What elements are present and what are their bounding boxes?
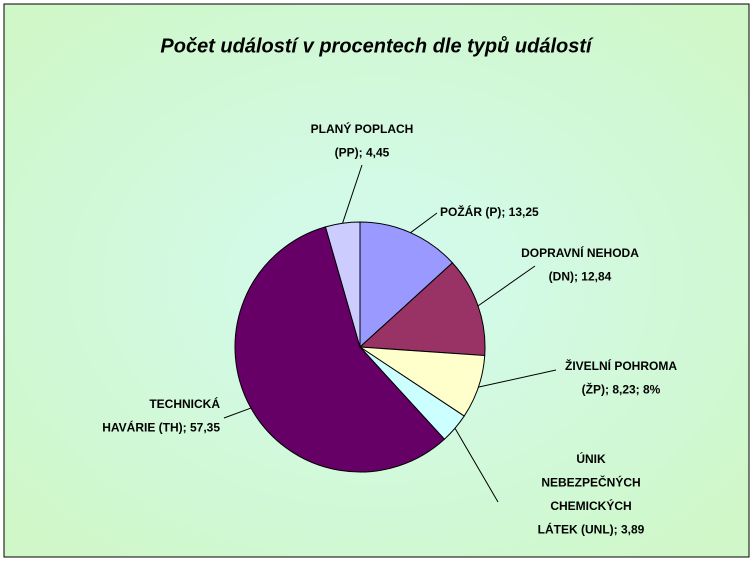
data-label-line: (PP); 4,45 bbox=[335, 146, 390, 160]
leader-line bbox=[342, 164, 363, 224]
data-label: DOPRAVNÍ NEHODA (DN); 12,84 bbox=[521, 245, 639, 284]
pie-slice bbox=[358, 262, 486, 357]
leader-line bbox=[478, 369, 557, 388]
data-label: POŽÁR (P); 13,25 bbox=[440, 204, 539, 219]
pie-slice bbox=[234, 226, 446, 473]
leader-line bbox=[410, 212, 438, 234]
data-label-line: HAVÁRIE (TH); 57,35 bbox=[102, 420, 220, 435]
data-label-line: TECHNICKÁ bbox=[149, 396, 220, 411]
chart-title: Počet událostí v procentech dle typů udá… bbox=[160, 35, 594, 57]
data-label-line: (ŽP); 8,23; 8% bbox=[582, 382, 661, 397]
data-label-line: CHEMICKÝCH bbox=[550, 498, 631, 513]
data-label-line: PLANÝ POPLACH bbox=[311, 121, 414, 136]
data-label: TECHNICKÁ HAVÁRIE (TH); 57,35 bbox=[102, 396, 220, 435]
leader-line bbox=[454, 427, 499, 503]
data-label-line: (DN); 12,84 bbox=[549, 270, 612, 284]
data-label-line: NEBEZPEČNÝCH bbox=[541, 475, 640, 490]
data-label-line: ŽIVELNÍ POHROMA bbox=[565, 358, 677, 373]
data-label: ŽIVELNÍ POHROMA (ŽP); 8,23; 8% bbox=[565, 358, 677, 397]
leader-line bbox=[477, 265, 536, 307]
data-label-line: LÁTEK (UNL); 3,89 bbox=[538, 522, 645, 537]
data-label: ÚNIK NEBEZPEČNÝCH CHEMICKÝCH LÁTEK (UNL); 3… bbox=[538, 451, 645, 537]
data-label-line: DOPRAVNÍ NEHODA bbox=[521, 245, 639, 260]
data-label-line: ÚNIK bbox=[576, 451, 606, 466]
data-label-line: POŽÁR (P); 13,25 bbox=[440, 204, 539, 219]
leader-line bbox=[223, 407, 252, 419]
data-label: PLANÝ POPLACH (PP); 4,45 bbox=[311, 121, 414, 160]
